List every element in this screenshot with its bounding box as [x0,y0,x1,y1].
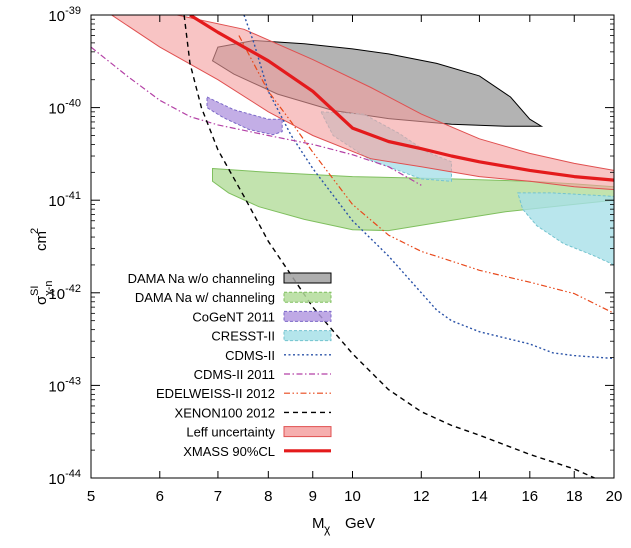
legend-swatch [283,330,332,342]
y-tick-label: 10-41 [48,190,81,210]
legend-item-dama-na-w-channeling: DAMA Na w/ channeling [135,290,332,305]
series-cdms-ii-2011 [91,46,422,186]
legend-item-cogent-2011: CoGeNT 2011 [192,309,332,324]
y-axis-label-sub: χ-n [43,280,55,296]
legend-swatch [283,291,332,303]
x-axis-title: M χ GeV [312,515,375,536]
y-tick-label: 10-39 [48,5,81,25]
ticks-layer: 5 6 7 8 9 10 12 14 16 18 20 10-44 10-43 10-42 10-41 10-… [48,5,622,505]
x-tick-label: 16 [521,488,538,505]
y-axis-title: σ SI χ-n cm 2 [29,228,55,305]
legend-item-xmass-90-cl: XMASS 90%CL [183,444,331,459]
legend-swatch [283,310,332,322]
legend-label: CDMS-II [225,348,275,363]
legend-label: CRESST-II [211,329,275,344]
x-tick-label: 20 [606,488,623,505]
legend-label: CDMS-II 2011 [194,367,275,382]
y-tick-label: 10-40 [48,98,81,118]
legend-label: DAMA Na w/ channeling [135,290,275,305]
y-axis-label-unit: cm [33,231,50,251]
y-axis-label-main: σ [33,295,50,305]
y-tick-label: 10-42 [48,283,81,303]
x-tick-label: 7 [214,488,222,505]
series-layer [91,15,614,478]
legend-label: XMASS 90%CL [183,444,275,459]
x-tick-label: 14 [471,488,488,505]
regions-layer [110,15,614,266]
x-axis-label-sub: χ [324,522,331,536]
x-tick-label: 5 [87,488,95,505]
legend-item-cdms-ii: CDMS-II [225,348,331,363]
x-axis-label-main: M [312,515,325,532]
legend-label: DAMA Na w/o channeling [128,271,275,286]
x-tick-label: 8 [264,488,272,505]
y-axis-label-sup: SI [29,286,41,296]
y-axis-label-unit-sup: 2 [29,228,41,234]
legend-item-edelweiss-ii-2012: EDELWEISS-II 2012 [156,386,331,401]
legend-item-leff-uncertainty: Leff uncertainty [186,425,332,440]
series-edelweiss-ii-2012 [238,35,614,314]
y-tick-label: 10-44 [48,468,81,488]
x-tick-label: 10 [344,488,361,505]
x-tick-label: 9 [309,488,317,505]
legend-swatch [283,426,332,438]
region-leff-uncertainty-5 [110,15,614,191]
legend-label: EDELWEISS-II 2012 [156,386,275,401]
series-xmass-90-cl [189,15,614,182]
series-cdms-ii [243,15,614,360]
region-cresst-ii-4 [517,192,614,266]
x-tick-label: 12 [413,488,430,505]
y-tick-label: 10-43 [48,375,81,395]
legend-item-cdms-ii-2011: CDMS-II 2011 [194,367,331,382]
legend-label: XENON100 2012 [175,405,275,420]
legend-item-xenon100-2012: XENON100 2012 [175,405,331,420]
x-tick-label: 18 [566,488,583,505]
legend-swatch [283,272,332,284]
x-tick-label: 6 [156,488,164,505]
legend-item-dama-na-w-o-channeling: DAMA Na w/o channeling [128,271,332,286]
legend-label: CoGeNT 2011 [192,309,275,324]
legend: DAMA Na w/o channeling DAMA Na w/ channel… [128,271,332,459]
region-cogent-2011-2 [206,96,283,136]
x-axis-label-unit: GeV [345,515,375,532]
series-xenon100-2012 [183,15,595,478]
legend-label: Leff uncertainty [186,425,275,440]
legend-item-cresst-ii: CRESST-II [211,329,332,344]
